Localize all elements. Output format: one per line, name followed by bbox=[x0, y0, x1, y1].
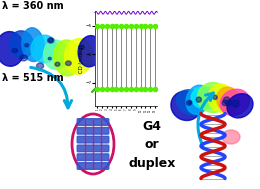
Ellipse shape bbox=[43, 40, 68, 69]
Ellipse shape bbox=[227, 94, 253, 118]
Ellipse shape bbox=[208, 84, 233, 112]
Ellipse shape bbox=[222, 100, 228, 106]
Ellipse shape bbox=[226, 100, 232, 106]
Ellipse shape bbox=[55, 62, 60, 66]
FancyBboxPatch shape bbox=[77, 154, 109, 160]
Text: G4
or
duplex: G4 or duplex bbox=[128, 121, 176, 170]
Ellipse shape bbox=[48, 38, 53, 42]
Ellipse shape bbox=[0, 32, 24, 66]
Ellipse shape bbox=[196, 97, 202, 102]
Ellipse shape bbox=[213, 95, 217, 99]
Ellipse shape bbox=[48, 38, 54, 43]
FancyBboxPatch shape bbox=[77, 119, 109, 125]
Ellipse shape bbox=[222, 130, 240, 144]
Ellipse shape bbox=[177, 90, 206, 115]
FancyBboxPatch shape bbox=[77, 128, 109, 134]
Text: λ = 515 nm: λ = 515 nm bbox=[2, 73, 64, 83]
Ellipse shape bbox=[78, 36, 102, 67]
FancyBboxPatch shape bbox=[77, 145, 109, 152]
FancyBboxPatch shape bbox=[77, 136, 109, 143]
Ellipse shape bbox=[187, 101, 191, 105]
Ellipse shape bbox=[197, 83, 229, 112]
Ellipse shape bbox=[217, 87, 240, 112]
Ellipse shape bbox=[188, 101, 192, 104]
Ellipse shape bbox=[79, 45, 84, 49]
Ellipse shape bbox=[171, 91, 201, 121]
Ellipse shape bbox=[31, 35, 58, 63]
Ellipse shape bbox=[220, 89, 249, 115]
Ellipse shape bbox=[36, 63, 44, 69]
Ellipse shape bbox=[9, 31, 34, 58]
FancyBboxPatch shape bbox=[77, 163, 109, 169]
Ellipse shape bbox=[53, 40, 81, 76]
Ellipse shape bbox=[186, 85, 210, 114]
Ellipse shape bbox=[12, 48, 17, 53]
Ellipse shape bbox=[48, 57, 51, 60]
Ellipse shape bbox=[232, 100, 239, 107]
Ellipse shape bbox=[191, 87, 219, 109]
Ellipse shape bbox=[223, 97, 230, 104]
Ellipse shape bbox=[25, 44, 29, 47]
Y-axis label: CD (mdeg): CD (mdeg) bbox=[79, 44, 84, 73]
Ellipse shape bbox=[64, 39, 93, 74]
Ellipse shape bbox=[20, 55, 28, 61]
Ellipse shape bbox=[66, 61, 71, 66]
Ellipse shape bbox=[22, 28, 44, 62]
Text: λ = 360 nm: λ = 360 nm bbox=[2, 1, 64, 11]
